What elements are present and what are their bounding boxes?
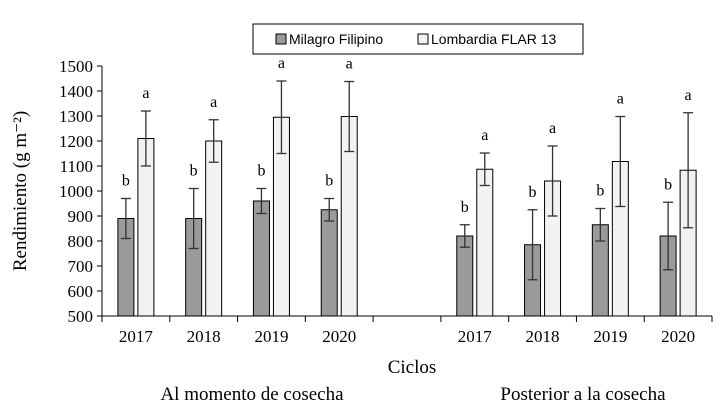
y-tick-label: 1300 <box>59 107 93 126</box>
y-tick-label: 1400 <box>59 82 93 101</box>
significance-label: a <box>481 127 488 144</box>
significance-label: a <box>685 87 692 104</box>
x-tick-label: 2019 <box>593 327 627 346</box>
significance-label: b <box>529 184 537 201</box>
x-axis: 2017 2018 2019 2020 2017 2018 2019 2020 <box>101 315 713 346</box>
group-label-posterior: Posterior a la cosecha <box>500 384 666 405</box>
legend-swatch-lombardia <box>417 33 429 45</box>
y-tick-label: 1500 <box>59 57 93 76</box>
x-tick-label: 2017 <box>458 327 493 346</box>
x-tick-label: 2017 <box>119 327 154 346</box>
significance-label: b <box>325 173 333 190</box>
significance-label: b <box>596 183 604 200</box>
x-tick-label: 2018 <box>526 327 560 346</box>
bar <box>456 235 474 317</box>
y-tick-label: 500 <box>68 307 94 326</box>
significance-label: b <box>190 163 198 180</box>
legend-swatch-milagro <box>275 33 287 45</box>
bar <box>252 200 270 317</box>
y-tick-label: 800 <box>68 232 94 251</box>
legend-label-lombardia: Lombardia FLAR 13 <box>431 31 557 47</box>
legend: Milagro Filipino Lombardia FLAR 13 <box>252 23 584 55</box>
bars: b a b a b a b a b a b a b a b a <box>117 55 697 317</box>
x-tick-label: 2020 <box>322 327 356 346</box>
x-axis-title: Ciclos <box>388 357 437 378</box>
y-tick-label: 900 <box>68 207 94 226</box>
bar <box>476 168 494 317</box>
y-axis-title: Rendimiento (g m⁻²) <box>10 111 31 271</box>
x-tick-label: 2018 <box>187 327 221 346</box>
y-tick-label: 1200 <box>59 132 93 151</box>
y-tick-label: 1100 <box>60 157 93 176</box>
x-tick-label: 2019 <box>254 327 288 346</box>
bar <box>320 209 338 317</box>
x-tick-label: 2020 <box>661 327 695 346</box>
significance-label: a <box>617 91 624 108</box>
significance-label: b <box>257 163 265 180</box>
y-tick-label: 1000 <box>59 182 93 201</box>
significance-label: a <box>346 56 353 73</box>
y-axis: 500 600 700 800 900 1000 1100 1200 1300 1400 1500 <box>59 57 103 326</box>
y-tick-label: 600 <box>68 282 94 301</box>
significance-label: a <box>210 94 217 111</box>
significance-label: b <box>461 199 469 216</box>
significance-label: a <box>278 55 285 72</box>
bar <box>205 140 223 317</box>
significance-label: a <box>142 85 149 102</box>
significance-label: b <box>664 176 672 193</box>
y-tick-label: 700 <box>68 257 94 276</box>
significance-label: a <box>549 120 556 137</box>
group-label-al-momento: Al momento de cosecha <box>160 384 344 405</box>
significance-label: b <box>122 173 130 190</box>
legend-label-milagro: Milagro Filipino <box>289 31 383 47</box>
